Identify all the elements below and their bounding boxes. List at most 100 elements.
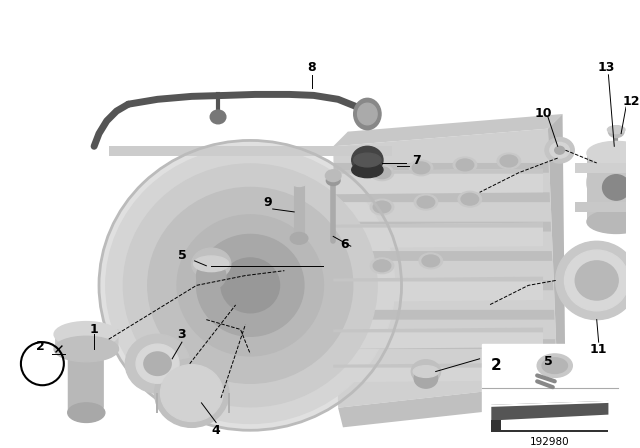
Text: 1: 1 bbox=[90, 323, 99, 336]
Ellipse shape bbox=[419, 253, 442, 269]
Ellipse shape bbox=[555, 146, 564, 154]
Ellipse shape bbox=[373, 167, 391, 179]
Text: 10: 10 bbox=[534, 108, 552, 121]
Ellipse shape bbox=[556, 241, 637, 319]
Polygon shape bbox=[333, 223, 543, 228]
Ellipse shape bbox=[575, 261, 618, 300]
Ellipse shape bbox=[210, 110, 226, 124]
Ellipse shape bbox=[500, 155, 518, 167]
Ellipse shape bbox=[161, 365, 223, 422]
Ellipse shape bbox=[564, 250, 629, 311]
Ellipse shape bbox=[99, 140, 401, 430]
Text: 11: 11 bbox=[590, 343, 607, 356]
Polygon shape bbox=[333, 363, 543, 382]
Ellipse shape bbox=[458, 191, 481, 207]
Ellipse shape bbox=[194, 256, 228, 271]
Ellipse shape bbox=[371, 199, 394, 215]
Ellipse shape bbox=[373, 260, 391, 271]
Ellipse shape bbox=[177, 215, 323, 356]
Polygon shape bbox=[333, 129, 557, 408]
Ellipse shape bbox=[352, 146, 383, 174]
Ellipse shape bbox=[414, 369, 438, 388]
Ellipse shape bbox=[124, 164, 377, 407]
Ellipse shape bbox=[422, 255, 440, 267]
Polygon shape bbox=[336, 280, 554, 290]
Polygon shape bbox=[337, 369, 557, 379]
Polygon shape bbox=[335, 222, 551, 232]
Text: 6: 6 bbox=[340, 238, 349, 251]
Polygon shape bbox=[333, 327, 543, 332]
Text: 2: 2 bbox=[491, 358, 502, 373]
Polygon shape bbox=[333, 169, 543, 194]
Ellipse shape bbox=[68, 339, 105, 359]
Ellipse shape bbox=[221, 258, 280, 313]
Polygon shape bbox=[548, 114, 566, 388]
Polygon shape bbox=[587, 153, 640, 222]
Ellipse shape bbox=[144, 352, 172, 375]
Polygon shape bbox=[333, 163, 549, 173]
Text: 5: 5 bbox=[543, 355, 552, 368]
Polygon shape bbox=[333, 114, 563, 146]
Ellipse shape bbox=[371, 165, 394, 181]
Polygon shape bbox=[333, 363, 543, 368]
Polygon shape bbox=[492, 421, 609, 432]
Ellipse shape bbox=[537, 354, 572, 377]
Ellipse shape bbox=[155, 359, 228, 427]
Ellipse shape bbox=[192, 248, 231, 280]
Polygon shape bbox=[575, 202, 640, 212]
Polygon shape bbox=[68, 339, 104, 413]
Ellipse shape bbox=[412, 360, 440, 383]
Ellipse shape bbox=[410, 160, 433, 176]
Ellipse shape bbox=[542, 358, 568, 374]
Ellipse shape bbox=[456, 159, 474, 171]
Text: 3: 3 bbox=[178, 328, 186, 341]
Ellipse shape bbox=[587, 210, 640, 233]
Ellipse shape bbox=[354, 98, 381, 129]
Ellipse shape bbox=[68, 403, 105, 422]
Ellipse shape bbox=[417, 196, 435, 208]
Ellipse shape bbox=[125, 334, 189, 393]
Ellipse shape bbox=[291, 175, 308, 186]
Polygon shape bbox=[55, 329, 118, 349]
Bar bbox=[481, 344, 618, 432]
Ellipse shape bbox=[148, 187, 353, 383]
Text: 5: 5 bbox=[177, 250, 186, 263]
Text: 8: 8 bbox=[307, 61, 316, 74]
Ellipse shape bbox=[413, 366, 438, 377]
Ellipse shape bbox=[54, 336, 118, 362]
Polygon shape bbox=[333, 276, 543, 281]
Polygon shape bbox=[338, 383, 566, 427]
Ellipse shape bbox=[412, 162, 430, 174]
Text: 7: 7 bbox=[412, 155, 420, 168]
Ellipse shape bbox=[106, 147, 395, 423]
Polygon shape bbox=[333, 327, 543, 349]
Ellipse shape bbox=[54, 322, 118, 347]
Ellipse shape bbox=[497, 153, 520, 169]
Text: 12: 12 bbox=[622, 95, 639, 108]
Polygon shape bbox=[336, 310, 554, 319]
Ellipse shape bbox=[358, 103, 377, 125]
Ellipse shape bbox=[550, 142, 570, 158]
Ellipse shape bbox=[603, 175, 630, 200]
Ellipse shape bbox=[639, 170, 640, 205]
Text: 13: 13 bbox=[598, 61, 615, 74]
Text: 9: 9 bbox=[264, 196, 272, 209]
Polygon shape bbox=[575, 163, 640, 173]
Ellipse shape bbox=[136, 344, 179, 383]
Ellipse shape bbox=[196, 262, 226, 289]
Polygon shape bbox=[109, 146, 392, 156]
Ellipse shape bbox=[196, 234, 304, 336]
Ellipse shape bbox=[461, 194, 479, 205]
Ellipse shape bbox=[414, 194, 438, 210]
Polygon shape bbox=[333, 223, 543, 248]
Ellipse shape bbox=[354, 153, 381, 167]
Ellipse shape bbox=[325, 170, 341, 181]
Text: 2: 2 bbox=[36, 340, 45, 353]
Ellipse shape bbox=[587, 142, 640, 165]
Ellipse shape bbox=[587, 155, 640, 210]
Polygon shape bbox=[156, 393, 157, 413]
Polygon shape bbox=[228, 393, 230, 413]
Ellipse shape bbox=[609, 126, 624, 138]
Ellipse shape bbox=[607, 126, 625, 134]
Polygon shape bbox=[333, 276, 543, 302]
